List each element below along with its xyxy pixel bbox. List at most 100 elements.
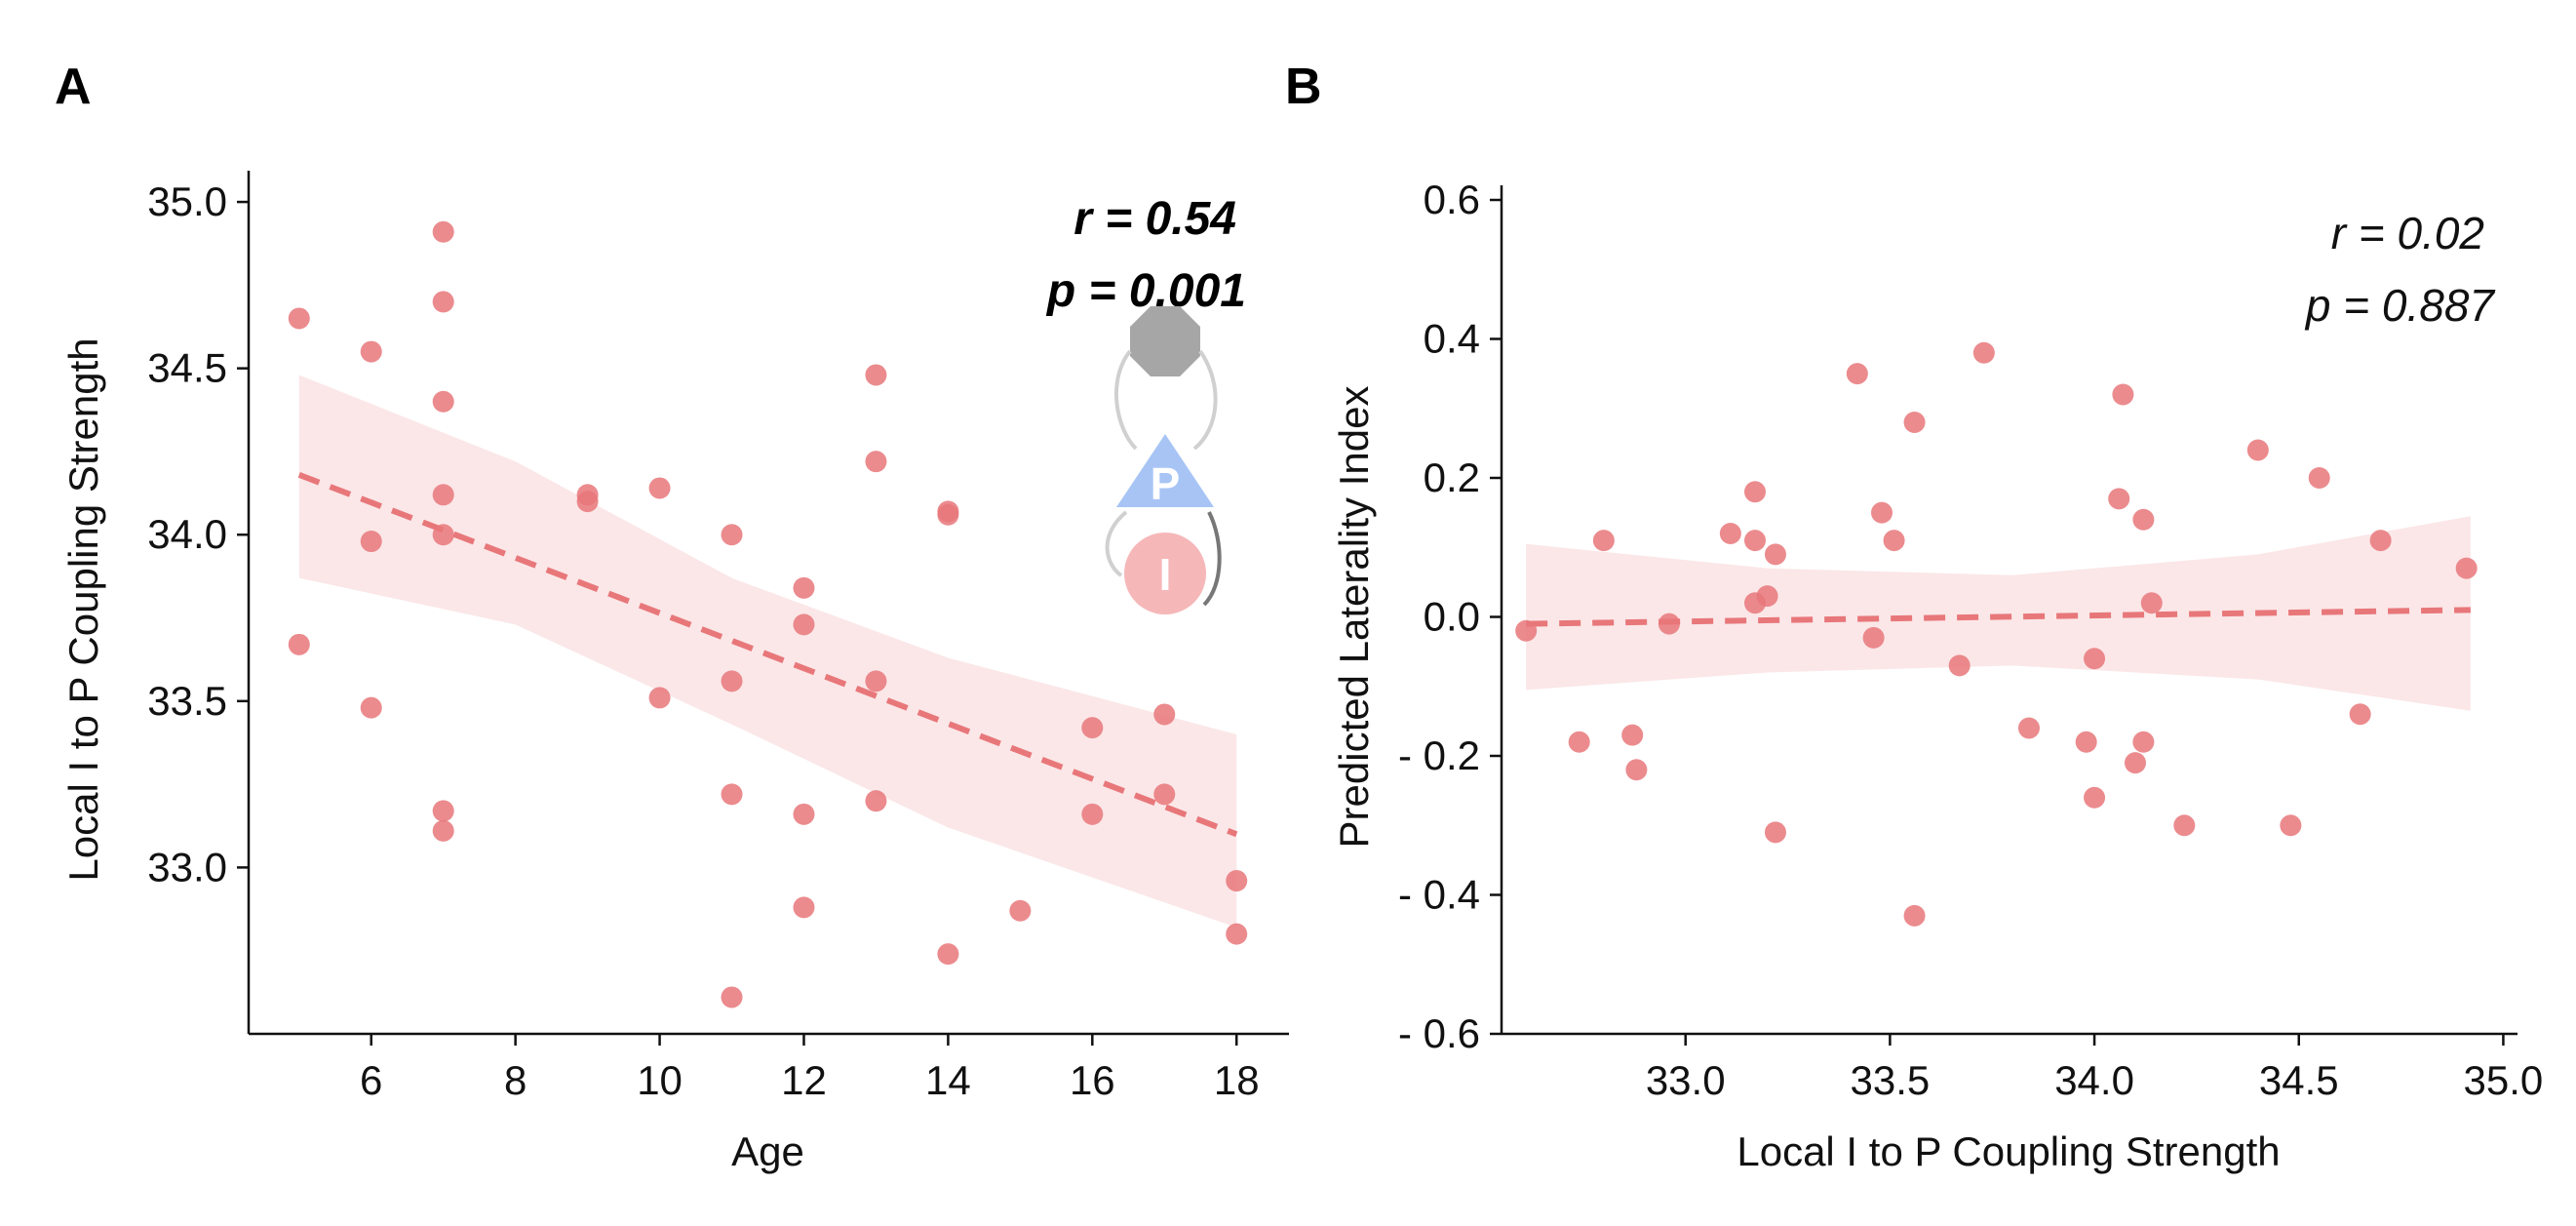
data-point	[2017, 717, 2040, 739]
x-tick-label: 34.0	[2054, 1057, 2134, 1103]
y-tick-label: 0.4	[1424, 316, 1480, 362]
p-node-triangle	[1116, 434, 1214, 507]
x-tick-label: 33.0	[1646, 1057, 1726, 1103]
data-point	[2369, 530, 2392, 552]
top-node-octagon	[1130, 306, 1200, 376]
data-point	[1948, 654, 1971, 677]
data-point	[360, 531, 382, 553]
data-point	[793, 613, 815, 636]
data-point	[1764, 821, 1786, 844]
data-point	[2084, 648, 2106, 670]
data-point	[576, 491, 599, 513]
data-point	[2132, 508, 2155, 531]
x-tick-label: 8	[504, 1057, 527, 1103]
data-point	[2308, 467, 2330, 489]
y-tick-label: 0.2	[1424, 455, 1480, 500]
data-point	[1658, 613, 1680, 635]
panel-b-label: B	[1285, 59, 1322, 115]
y-tick-label: - 0.4	[1398, 872, 1480, 918]
confidence-band	[298, 375, 1237, 928]
data-point	[865, 364, 887, 386]
data-point	[648, 687, 671, 709]
x-tick-label: 35.0	[2464, 1057, 2544, 1103]
data-point	[793, 896, 815, 919]
y-tick-label: - 0.2	[1398, 732, 1480, 778]
data-point	[360, 340, 382, 363]
x-tick-label: 10	[637, 1057, 683, 1103]
data-point	[1862, 626, 1885, 649]
y-tick-label: - 0.6	[1398, 1010, 1480, 1056]
data-point	[1153, 703, 1176, 726]
data-point	[2084, 786, 2106, 809]
data-point	[2132, 731, 2155, 753]
data-point	[432, 800, 454, 822]
correlation-r: r = 0.02	[2331, 208, 2484, 258]
correlation-p: p = 0.887	[2304, 280, 2496, 331]
data-point	[1592, 530, 1615, 552]
x-tick-label: 33.5	[1851, 1057, 1931, 1103]
data-point	[648, 477, 671, 499]
data-point	[793, 803, 815, 825]
data-point	[1744, 530, 1766, 552]
data-point	[937, 503, 959, 526]
i-node-circle	[1124, 533, 1206, 614]
data-point	[1883, 530, 1905, 552]
y-tick-label: 33.5	[147, 678, 227, 724]
data-point	[1226, 923, 1248, 945]
x-axis-title: Age	[731, 1128, 804, 1174]
data-point	[793, 576, 815, 599]
data-point	[1903, 412, 1926, 433]
y-tick-label: 34.5	[147, 345, 227, 391]
data-point	[1515, 619, 1538, 642]
data-point	[1719, 523, 1741, 544]
chart-a-age-vs-coupling: 6 8 10 12 14 16 18 33.0 33.5 34.0 34.5 35.0 Age Local…	[60, 171, 1289, 1174]
loop-arrow-left-lower	[1105, 510, 1128, 577]
i-node-label: I	[1159, 549, 1172, 600]
y-tick-label: 33.0	[147, 844, 227, 890]
data-point	[2349, 703, 2371, 726]
x-tick-label: 14	[925, 1057, 971, 1103]
data-point	[288, 307, 310, 330]
loop-arrow-right-lower	[1202, 511, 1222, 607]
y-tick-label: 0.6	[1424, 177, 1480, 222]
data-point	[2280, 814, 2302, 837]
data-point	[432, 484, 454, 506]
data-point	[1871, 501, 1893, 524]
data-point	[721, 524, 743, 546]
data-point	[432, 819, 454, 842]
loop-arrow-right-upper	[1192, 349, 1218, 451]
data-point	[432, 291, 454, 313]
data-point	[1756, 585, 1778, 608]
data-point	[1009, 899, 1032, 922]
data-point	[2108, 488, 2130, 510]
data-point	[1621, 724, 1644, 746]
y-tick-label: 35.0	[147, 178, 227, 224]
data-point	[1846, 363, 1868, 385]
data-point	[2075, 731, 2097, 753]
y-tick-label: 34.0	[147, 511, 227, 557]
data-point	[360, 696, 382, 719]
data-point	[1568, 731, 1590, 753]
x-tick-label: 6	[360, 1057, 382, 1103]
y-axis-title: Predicted Laterality Index	[1331, 386, 1377, 849]
data-point	[1153, 783, 1176, 806]
y-tick-label: 0.0	[1424, 594, 1480, 640]
y-axis-title: Local I to P Coupling Strength	[60, 337, 106, 881]
data-point	[288, 633, 310, 655]
p-node-label: P	[1151, 458, 1181, 509]
x-tick-label: 18	[1214, 1057, 1260, 1103]
data-point	[1625, 759, 1648, 781]
data-point	[721, 986, 743, 1008]
x-axis-title: Local I to P Coupling Strength	[1737, 1128, 2280, 1174]
panel-a-label: A	[55, 59, 92, 115]
data-point	[865, 451, 887, 473]
data-point	[721, 670, 743, 692]
confidence-band	[1526, 516, 2471, 711]
data-point	[2140, 592, 2163, 614]
loop-arrow-left-upper	[1114, 349, 1138, 451]
data-point	[2455, 557, 2478, 579]
data-point	[1903, 904, 1926, 927]
regression-line	[297, 472, 1238, 838]
regression-line	[1526, 607, 2471, 627]
